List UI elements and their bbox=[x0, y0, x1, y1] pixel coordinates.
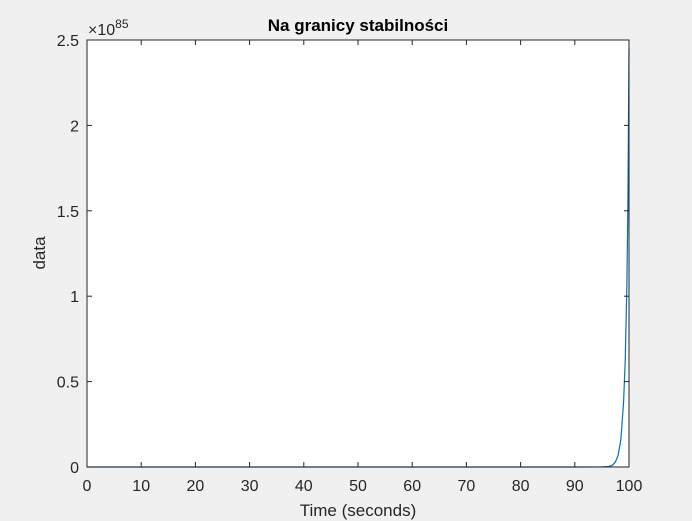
x-tick-label: 30 bbox=[241, 478, 259, 495]
x-tick-label: 20 bbox=[187, 478, 205, 495]
x-tick-label: 60 bbox=[403, 478, 421, 495]
x-tick-label: 70 bbox=[458, 478, 476, 495]
y-tick-label: 0.5 bbox=[57, 375, 79, 392]
x-tick-label: 40 bbox=[295, 478, 313, 495]
y-axis-title: data bbox=[30, 236, 49, 270]
y-tick-label: 2.5 bbox=[57, 33, 79, 50]
y-axis: 0 0.5 1 1.5 2 2.5 bbox=[57, 33, 629, 477]
x-tick-label: 90 bbox=[566, 478, 584, 495]
y-tick-label: 1.5 bbox=[57, 204, 79, 221]
y-exponent-label: ×1085 bbox=[88, 17, 129, 39]
axes-background bbox=[87, 40, 629, 467]
x-tick-label: 0 bbox=[83, 478, 92, 495]
chart-title: Na granicy stabilności bbox=[268, 16, 448, 35]
x-tick-label: 80 bbox=[512, 478, 530, 495]
x-tick-label: 10 bbox=[132, 478, 150, 495]
y-exponent-power: 85 bbox=[115, 17, 129, 31]
y-tick-label: 0 bbox=[70, 460, 79, 477]
x-axis: 0 10 20 30 40 50 60 70 80 90 100 bbox=[83, 40, 643, 495]
x-axis-title: Time (seconds) bbox=[300, 501, 417, 520]
y-exponent-base: ×10 bbox=[88, 22, 115, 39]
x-tick-label: 50 bbox=[349, 478, 367, 495]
y-tick-label: 1 bbox=[70, 289, 79, 306]
x-tick-label: 100 bbox=[616, 478, 643, 495]
y-tick-label: 2 bbox=[70, 118, 79, 135]
